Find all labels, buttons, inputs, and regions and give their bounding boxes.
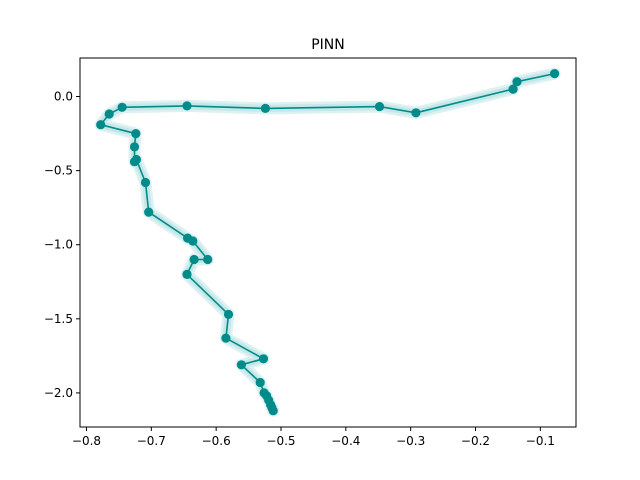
data-point <box>223 309 234 319</box>
y-tick-label: 0.0 <box>54 90 73 104</box>
data-point <box>144 207 154 217</box>
data-point <box>189 254 199 265</box>
y-tick-label: −1.0 <box>44 238 73 252</box>
x-tick-label: −0.1 <box>526 434 555 448</box>
data-point <box>512 77 522 87</box>
data-point <box>182 269 192 279</box>
x-tick-label: −0.4 <box>331 434 360 448</box>
data-point <box>104 109 114 119</box>
data-point <box>236 360 246 370</box>
data-point <box>374 102 385 112</box>
series-halo-narrow <box>97 70 559 415</box>
data-point <box>258 354 269 364</box>
data-point <box>268 406 278 416</box>
data-point <box>203 254 213 265</box>
y-tick-label: −0.5 <box>44 164 73 178</box>
series-line-layer <box>99 72 555 412</box>
chart-title: PINN <box>311 37 345 53</box>
x-tick-label: −0.5 <box>266 434 295 448</box>
x-tick-label: −0.8 <box>72 434 101 448</box>
line-halo-layer <box>94 67 561 417</box>
x-axis: −0.8 −0.7 −0.6 −0.5 −0.4 −0.3 −0.2 −0.1 <box>72 427 555 448</box>
data-point <box>508 84 518 94</box>
y-tick-label: −1.5 <box>44 312 73 326</box>
data-point <box>140 177 151 188</box>
data-point <box>117 102 127 112</box>
y-axis: 0.0 −0.5 −1.0 −1.5 −2.0 <box>44 90 80 400</box>
data-point <box>221 333 231 343</box>
data-point <box>255 377 265 388</box>
plot-area-frame <box>79 57 577 428</box>
x-tick-label: −0.2 <box>461 434 490 448</box>
x-tick-label: −0.7 <box>137 434 166 448</box>
data-points-layer <box>96 69 560 416</box>
data-point <box>131 154 141 165</box>
data-point <box>96 120 106 130</box>
data-point <box>411 108 421 118</box>
y-tick-label: −2.0 <box>44 386 73 400</box>
data-point <box>188 236 198 246</box>
x-tick-label: −0.3 <box>396 434 425 448</box>
series-halo-wide <box>94 67 561 417</box>
data-point <box>129 142 140 152</box>
series-line <box>99 72 555 412</box>
data-point <box>182 101 192 111</box>
x-tick-label: −0.6 <box>202 434 231 448</box>
data-point <box>550 69 560 79</box>
data-point <box>260 103 270 113</box>
data-point <box>131 129 141 139</box>
